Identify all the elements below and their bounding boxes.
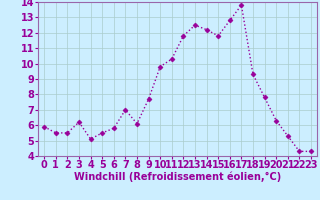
- X-axis label: Windchill (Refroidissement éolien,°C): Windchill (Refroidissement éolien,°C): [74, 172, 281, 182]
